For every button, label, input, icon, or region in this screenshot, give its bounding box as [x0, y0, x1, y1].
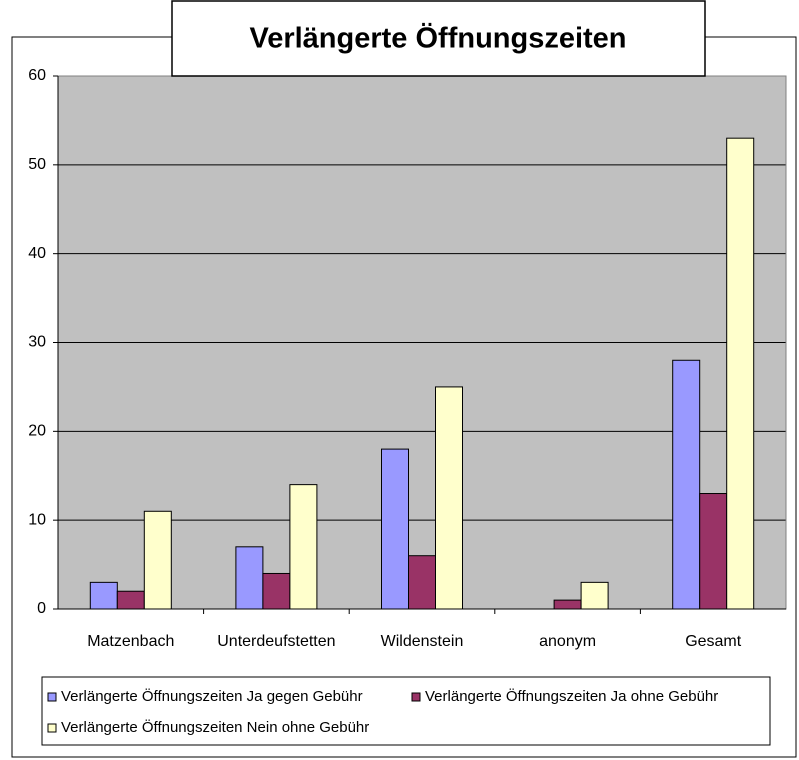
legend-swatch — [411, 692, 421, 702]
x-tick-label: Wildenstein — [381, 633, 464, 650]
x-tick-label: Unterdeufstetten — [217, 633, 335, 650]
title-box — [171, 0, 706, 77]
legend-swatch — [47, 723, 57, 733]
bar — [672, 359, 701, 610]
legend-box — [41, 676, 771, 746]
bar — [435, 386, 463, 610]
legend-swatch — [47, 692, 57, 702]
legend-label: Verlängerte Öffnungszeiten Ja ohne Gebüh… — [425, 687, 718, 705]
bar — [235, 546, 264, 610]
y-tick-label: 40 — [28, 245, 46, 262]
legend-label: Verlängerte Öffnungszeiten Ja gegen Gebü… — [61, 687, 363, 705]
bar — [289, 484, 318, 610]
bar — [143, 510, 172, 610]
y-tick-label: 60 — [28, 67, 46, 84]
bar — [580, 581, 609, 610]
bar — [116, 590, 145, 610]
y-tick-label: 0 — [37, 600, 46, 617]
y-tick-label: 10 — [28, 511, 46, 528]
bar — [262, 572, 291, 610]
x-tick-label: Gesamt — [685, 633, 742, 650]
bar — [381, 448, 409, 610]
y-tick-label: 30 — [28, 334, 46, 351]
bar — [408, 555, 436, 610]
legend-label: Verlängerte Öffnungszeiten Nein ohne Geb… — [61, 718, 369, 736]
chart-title: Verlängerte Öffnungszeiten — [249, 22, 626, 55]
y-tick-label: 20 — [28, 423, 46, 440]
bar — [726, 137, 755, 610]
y-tick-label: 50 — [28, 156, 46, 173]
x-tick-label: anonym — [539, 633, 596, 650]
bar — [553, 599, 582, 610]
x-tick-label: Matzenbach — [87, 633, 174, 650]
bar — [699, 493, 728, 610]
bar — [89, 581, 118, 610]
